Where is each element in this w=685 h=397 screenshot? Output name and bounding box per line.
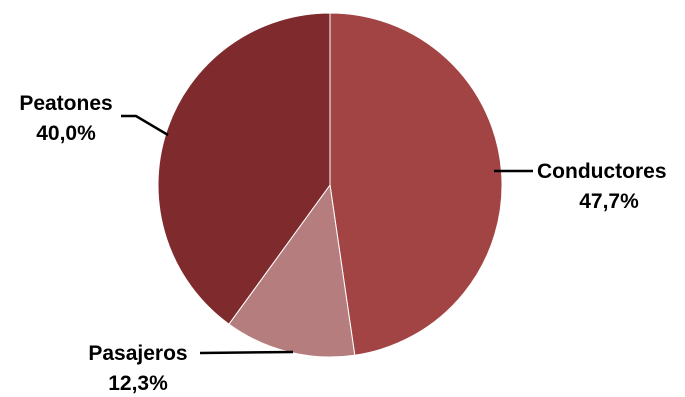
label-peatones-value: 40,0% [36, 122, 96, 145]
label-pasajeros-value: 12,3% [108, 372, 168, 395]
label-conductores-name: Conductores [537, 160, 667, 183]
pie-slice-peatones [157, 12, 331, 325]
data-labels: Conductores 47,7% Pasajeros 12,3% Peaton… [19, 92, 666, 395]
leader-line-peatones [121, 114, 169, 137]
pie-slices [157, 12, 503, 358]
label-conductores-value: 47,7% [579, 190, 639, 213]
leader-lines [121, 114, 533, 355]
label-peatones-name: Peatones [19, 92, 112, 115]
leader-line-pasajeros [199, 350, 294, 355]
label-pasajeros-name: Pasajeros [88, 342, 187, 365]
pie-slice-conductores [329, 12, 503, 356]
